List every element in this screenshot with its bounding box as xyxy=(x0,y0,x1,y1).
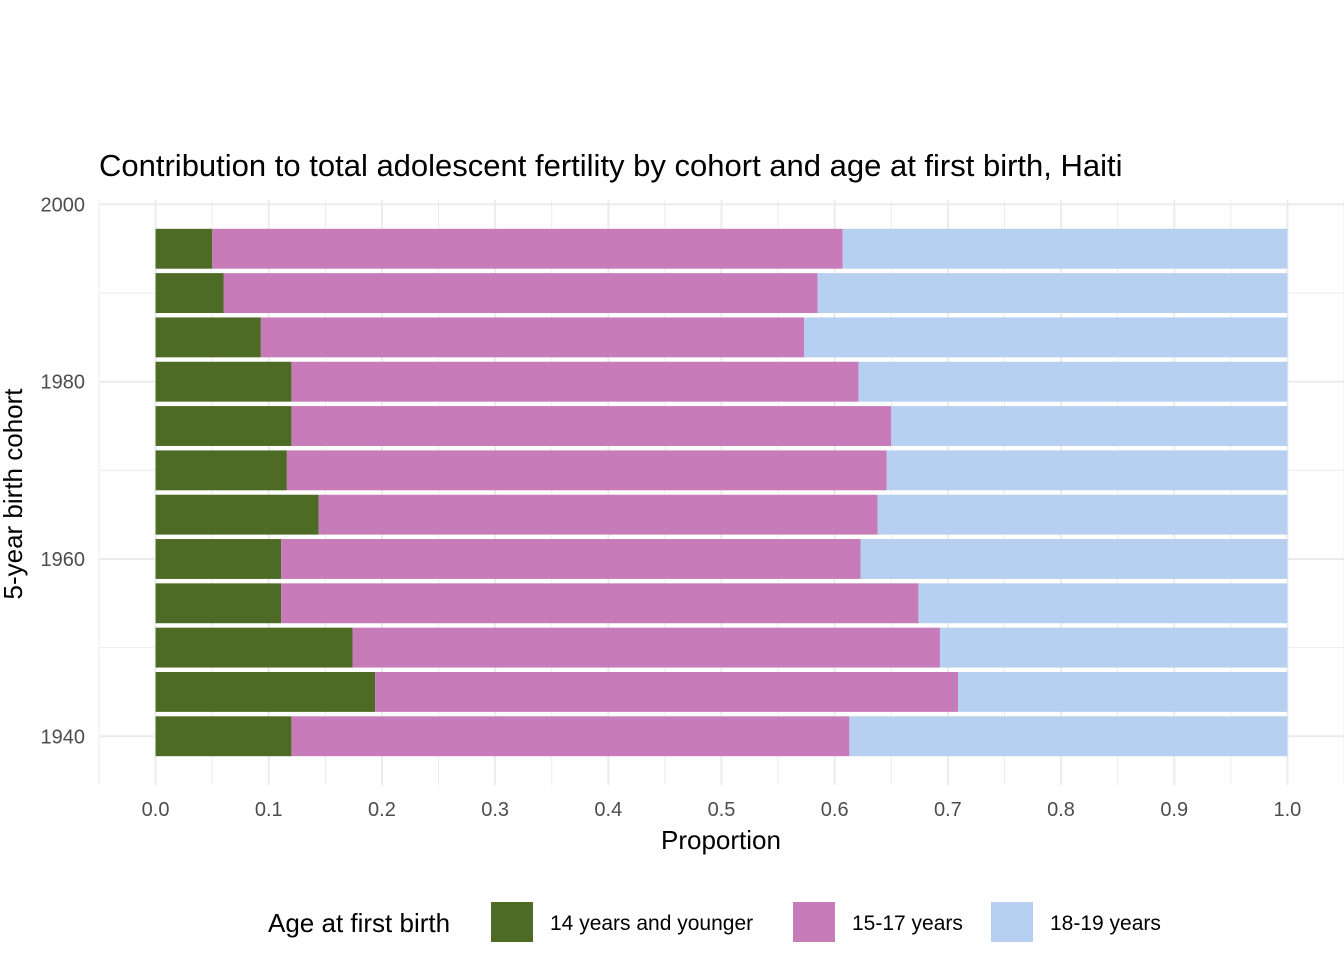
bar-segment xyxy=(291,716,850,757)
bar-segment xyxy=(281,583,919,624)
bar-segment xyxy=(918,583,1288,624)
legend-label: 14 years and younger xyxy=(550,912,753,935)
bar-segment xyxy=(155,583,282,624)
bar-segment xyxy=(817,273,1288,314)
bar-segment xyxy=(212,228,843,269)
bar-segment xyxy=(291,406,892,446)
bar-segment xyxy=(860,539,1288,579)
legend-key xyxy=(491,902,533,942)
y-axis-ticks: 1940 1960 1980 2000 xyxy=(41,194,86,748)
bar-segment xyxy=(155,273,224,314)
bar-segment xyxy=(375,671,959,712)
x-tick-label: 0.2 xyxy=(368,799,396,821)
bar-segment xyxy=(155,539,282,579)
bar-segment xyxy=(877,494,1288,535)
y-axis-title: 5-year birth cohort xyxy=(0,388,28,600)
bars xyxy=(155,228,1288,757)
bar-segment xyxy=(842,228,1288,269)
legend-label: 15-17 years xyxy=(852,912,963,935)
legend-title: Age at first birth xyxy=(268,908,450,938)
legend-key xyxy=(991,902,1033,942)
bar-segment xyxy=(223,273,818,314)
bar-segment xyxy=(155,716,292,757)
bar-segment xyxy=(939,627,1288,668)
bar-segment xyxy=(155,317,261,358)
x-tick-label: 0.5 xyxy=(708,799,736,821)
bar-segment xyxy=(155,494,319,535)
bar-segment xyxy=(155,450,287,491)
bar-segment xyxy=(155,671,376,712)
bar-segment xyxy=(849,716,1288,757)
x-tick-label: 0.9 xyxy=(1160,799,1188,821)
legend: Age at first birth 14 years and younger 1… xyxy=(268,902,1161,942)
x-axis-title: Proportion xyxy=(661,825,781,855)
legend-key xyxy=(793,902,835,942)
y-tick-label: 1940 xyxy=(41,726,86,748)
bar-segment xyxy=(155,361,292,402)
bar-segment xyxy=(891,406,1288,446)
x-tick-label: 1.0 xyxy=(1274,799,1302,821)
bar-segment xyxy=(286,450,887,491)
x-tick-label: 0.3 xyxy=(481,799,509,821)
bar-segment xyxy=(155,627,353,668)
x-tick-label: 0.7 xyxy=(934,799,962,821)
bar-segment xyxy=(958,671,1288,712)
bar-segment xyxy=(155,406,292,446)
bar-segment xyxy=(886,450,1288,491)
y-tick-label: 2000 xyxy=(41,194,86,216)
legend-label: 18-19 years xyxy=(1050,912,1161,935)
bar-segment xyxy=(318,494,878,535)
bar-segment xyxy=(155,228,213,269)
chart-title: Contribution to total adolescent fertili… xyxy=(99,148,1123,183)
x-tick-label: 0.6 xyxy=(821,799,849,821)
bar-segment xyxy=(281,539,861,579)
y-tick-label: 1960 xyxy=(41,549,86,571)
y-tick-label: 1980 xyxy=(41,372,86,394)
x-tick-label: 0.1 xyxy=(255,799,283,821)
bar-segment xyxy=(291,361,859,402)
x-tick-label: 0.4 xyxy=(594,799,622,821)
bar-segment xyxy=(804,317,1288,358)
bar-segment xyxy=(352,627,940,668)
bar-segment xyxy=(260,317,805,358)
x-tick-label: 0.8 xyxy=(1047,799,1075,821)
x-tick-label: 0.0 xyxy=(142,799,170,821)
x-axis-ticks: 0.0 0.1 0.2 0.3 0.4 0.5 0.6 0.7 0.8 0.9 1.0 xyxy=(142,799,1302,821)
bar-segment xyxy=(858,361,1288,402)
